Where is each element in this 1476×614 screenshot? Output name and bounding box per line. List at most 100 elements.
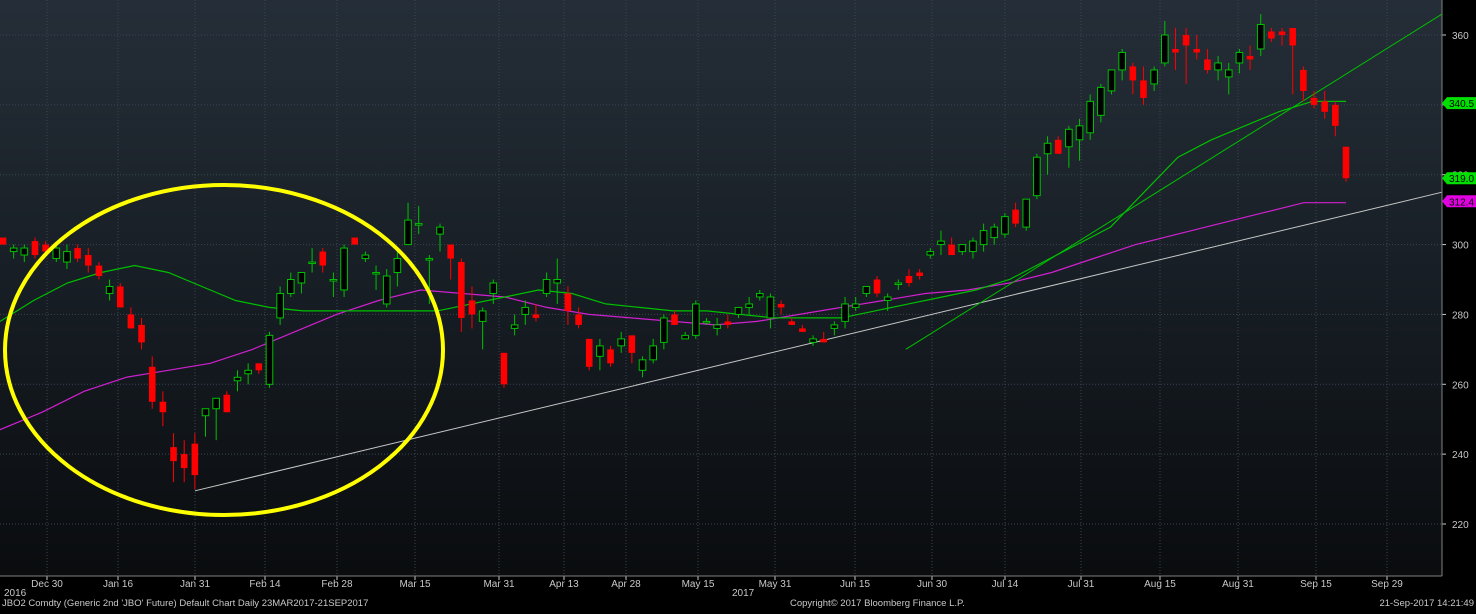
candle: [201, 408, 210, 437]
candle-body: [958, 244, 967, 253]
candle-body: [212, 397, 220, 410]
candle-body: [851, 303, 860, 308]
candle-body: [361, 254, 370, 260]
x-tick-label: May 15: [682, 579, 715, 590]
candle: [116, 282, 124, 308]
candle-body: [564, 293, 572, 311]
footer-copyright: Copyright© 2017 Bloomberg Finance L.P.: [790, 598, 965, 609]
candle-body: [42, 244, 49, 252]
candle-body: [979, 230, 988, 246]
x-tick-label: Apr 13: [549, 579, 579, 590]
candle-body: [116, 286, 124, 308]
candle-body: [500, 352, 508, 385]
candle: [212, 397, 220, 441]
candle-body: [329, 279, 338, 282]
candle: [681, 331, 689, 340]
x-tick-label: Sep 15: [1300, 579, 1332, 590]
candle: [820, 331, 828, 343]
candle: [937, 230, 945, 256]
candle: [1012, 202, 1019, 228]
candle: [1022, 198, 1031, 231]
y-tick-label: 360: [1452, 31, 1469, 42]
candle-body: [170, 447, 177, 462]
candle: [755, 289, 764, 301]
candle-body: [265, 334, 274, 385]
candle-body: [1172, 48, 1179, 53]
candle-body: [1204, 59, 1211, 70]
candle-body: [542, 279, 551, 294]
candle: [1140, 66, 1147, 105]
candle-body: [1342, 146, 1350, 179]
candle-body: [820, 338, 828, 343]
candle: [724, 314, 732, 329]
candle-body: [201, 408, 210, 417]
y-tick-label: 280: [1452, 310, 1469, 321]
channel-trendline: [905, 13, 1443, 350]
y-tick-label: 260: [1452, 380, 1469, 391]
candle-body: [436, 226, 444, 235]
candle: [1172, 28, 1179, 70]
candle: [1150, 66, 1158, 91]
candle: [308, 248, 316, 273]
candle: [702, 317, 711, 325]
candle: [74, 244, 81, 263]
candle: [1342, 146, 1350, 182]
x-tick-label: Jun 30: [917, 579, 947, 590]
candle: [1300, 66, 1307, 102]
candle: [542, 272, 551, 297]
x-tick-label: Aug 31: [1222, 579, 1254, 590]
candle: [1182, 28, 1190, 84]
candle-body: [702, 320, 711, 324]
x-tick-label: Sep 29: [1371, 579, 1403, 590]
candle: [1107, 69, 1116, 95]
candle-body: [1224, 69, 1233, 78]
candle: [905, 269, 913, 287]
x-axis: Dec 30 Jan 16 Jan 31 Feb 14 Feb 28 Mar 15 Mar …: [0, 575, 1442, 590]
candle-body: [297, 272, 306, 284]
candle: [159, 391, 167, 427]
candle: [1214, 55, 1222, 81]
candle-body: [95, 265, 103, 277]
candle-body: [830, 324, 839, 329]
candle-body: [255, 363, 263, 371]
badge-label: 340.5: [1449, 99, 1474, 110]
candle-body: [1107, 69, 1116, 92]
candle: [1193, 35, 1201, 60]
candle-body: [1033, 156, 1041, 197]
candle: [372, 265, 380, 290]
candle-body: [393, 258, 402, 274]
last-value-badge: 340.5: [1442, 97, 1476, 110]
candle: [1278, 28, 1286, 46]
candle: [138, 317, 145, 350]
grid: [0, 0, 1442, 576]
candle-body: [1140, 80, 1147, 98]
last-value-badge: 319.0: [1442, 172, 1476, 185]
x-tick-label: Feb 14: [249, 579, 281, 590]
candle: [1097, 83, 1105, 123]
candle-body: [809, 338, 817, 343]
badge-shape: [1442, 172, 1476, 185]
y-tick-label: 300: [1452, 241, 1469, 252]
candle: [1332, 101, 1339, 137]
candle: [638, 356, 647, 378]
candle: [1204, 48, 1211, 74]
y-tick-label: 240: [1452, 450, 1469, 461]
candle: [500, 352, 508, 388]
candle-body: [788, 321, 796, 325]
candle-body: [1001, 216, 1009, 235]
candle: [1160, 21, 1169, 67]
candle: [660, 314, 668, 350]
candle-body: [628, 335, 636, 353]
candle: [436, 223, 444, 252]
candle-body: [948, 244, 955, 256]
candle: [468, 286, 476, 329]
right-axis-background: [1442, 0, 1476, 576]
candle-body: [1182, 35, 1190, 46]
candle-body: [351, 237, 359, 245]
candle-body: [681, 334, 689, 340]
candle: [575, 307, 582, 329]
candle-body: [1054, 139, 1062, 154]
candle: [1224, 62, 1233, 95]
candle-body: [9, 247, 18, 253]
